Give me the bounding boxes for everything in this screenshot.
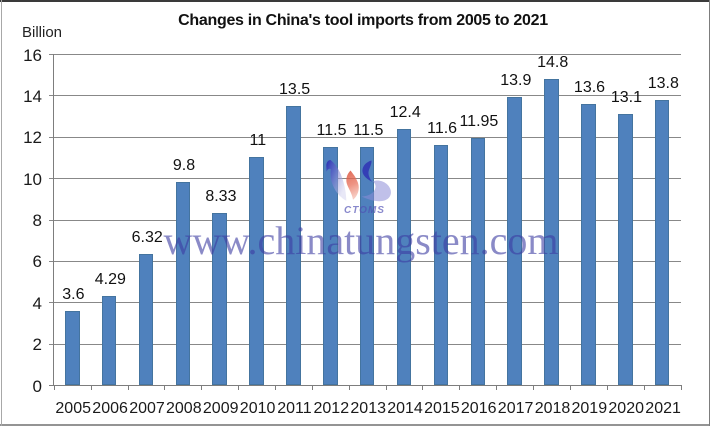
svg-text:CTOMS: CTOMS (344, 205, 385, 216)
